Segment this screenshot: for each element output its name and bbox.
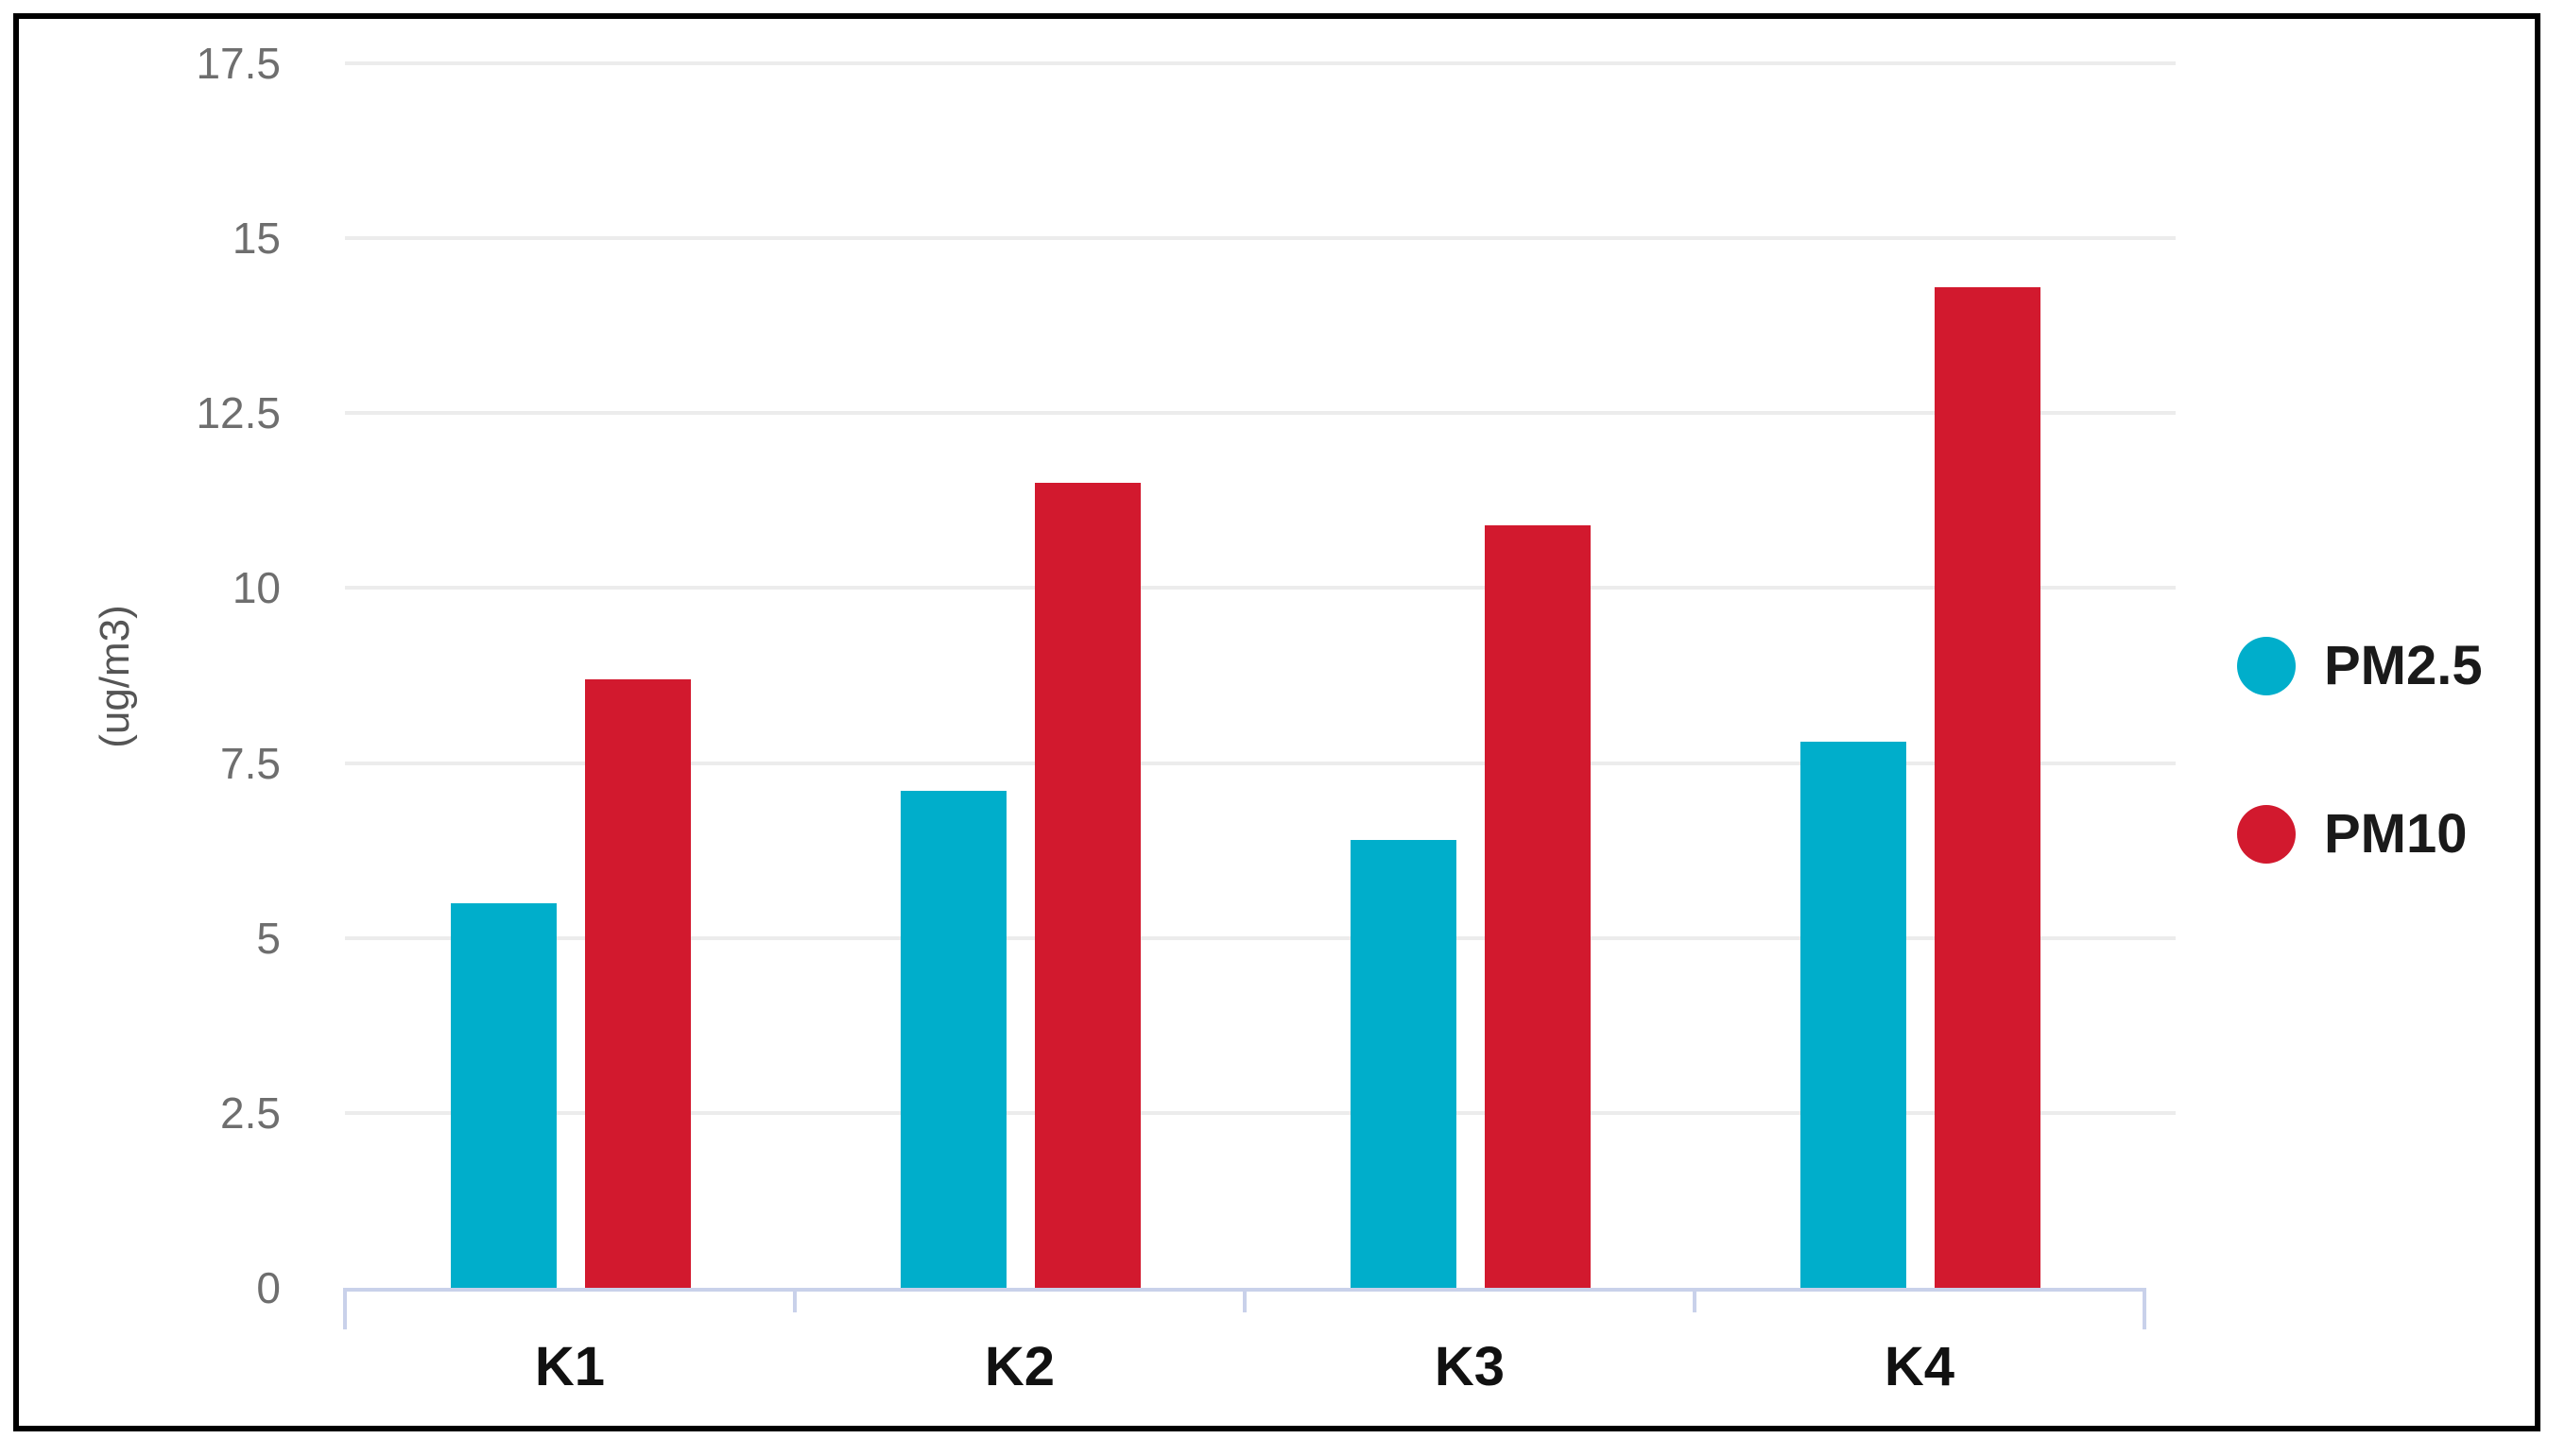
y-axis-title: (ug/m3) [92, 605, 138, 748]
y-tick-label: 10 [232, 563, 281, 613]
legend-color-dot-icon [2237, 637, 2296, 695]
bar-k2-pm10 [1035, 483, 1141, 1288]
bar-k4-pm2_5 [1800, 742, 1906, 1288]
y-tick-label: 12.5 [196, 388, 281, 438]
y-tick-label: 15 [232, 214, 281, 264]
y-tick-label: 7.5 [220, 738, 281, 788]
x-category-label: K4 [1884, 1336, 1955, 1397]
legend-label: PM2.5 [2324, 635, 2483, 696]
gridline-y-10 [345, 586, 2176, 591]
y-tick-label: 17.5 [196, 39, 281, 88]
gridline-y-17.5 [345, 61, 2176, 65]
x-axis-tick [1693, 1288, 1696, 1312]
x-axis-tick [1243, 1288, 1247, 1312]
legend-item-pm2_5: PM2.5 [2237, 637, 2483, 695]
legend-item-pm10: PM10 [2237, 805, 2468, 864]
bar-k1-pm2_5 [451, 902, 557, 1288]
gridline-y-2.5 [345, 1110, 2176, 1115]
legend-color-dot-icon [2237, 805, 2296, 864]
gridline-y-12.5 [345, 411, 2176, 416]
x-category-label: K3 [1434, 1336, 1506, 1397]
x-axis-tick [2143, 1288, 2146, 1329]
legend-label: PM10 [2324, 803, 2468, 865]
bar-k3-pm10 [1485, 524, 1591, 1288]
bar-k2-pm2_5 [901, 791, 1007, 1288]
y-tick-label: 0 [256, 1263, 281, 1312]
y-tick-label: 2.5 [220, 1088, 281, 1138]
bar-k1-pm10 [585, 678, 691, 1288]
x-axis-tick [343, 1288, 347, 1329]
bar-k3-pm2_5 [1351, 840, 1456, 1288]
x-category-label: K1 [534, 1336, 606, 1397]
gridline-y-7.5 [345, 761, 2176, 765]
y-tick-label: 5 [256, 913, 281, 963]
x-category-label: K2 [984, 1336, 1056, 1397]
bar-k4-pm10 [1935, 286, 2040, 1288]
gridline-y-15 [345, 236, 2176, 241]
gridline-y-5 [345, 935, 2176, 940]
x-axis-tick [793, 1288, 797, 1312]
